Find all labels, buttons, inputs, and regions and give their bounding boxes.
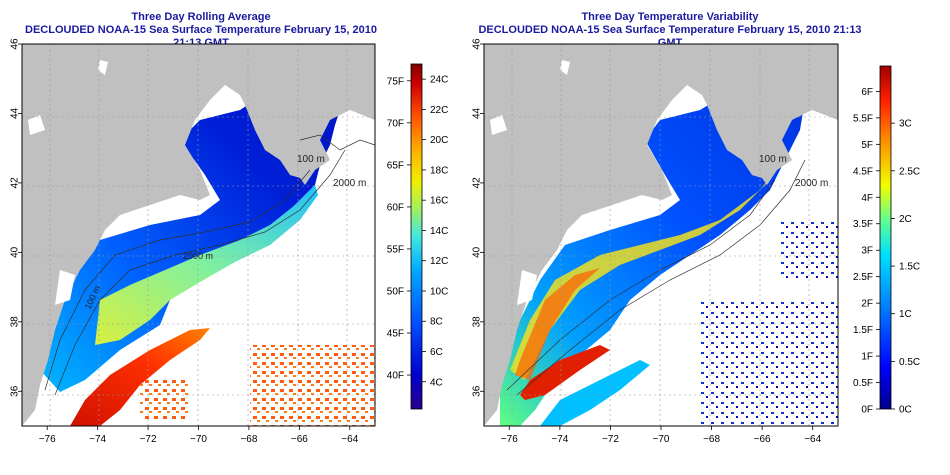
title-line-1: Three Day Rolling Average — [131, 11, 271, 23]
sst-average-map: 100 m 2000 m 2000 m 100 m — [22, 44, 375, 426]
colorbar-fahrenheit-label: 0F — [861, 405, 873, 416]
lat-tick-label: 38 — [472, 316, 483, 328]
lon-tick-label: −76 — [501, 434, 518, 445]
colorbar-celsius-label: 2C — [899, 214, 912, 225]
lon-tick-label: −68 — [703, 434, 720, 445]
lon-tick-label: −74 — [89, 434, 106, 445]
colorbar-celsius-label: 16C — [430, 196, 448, 207]
colorbar-fahrenheit-label: 4F — [861, 193, 873, 204]
colorbar-celsius-label: 1C — [899, 309, 912, 320]
colorbar-fahrenheit-label: 5F — [861, 140, 873, 151]
colorbar-fahrenheit-label: 1.5F — [853, 325, 873, 336]
lon-tick-label: −76 — [39, 434, 56, 445]
lon-tick-label: −66 — [754, 434, 771, 445]
colorbar-celsius-label: 0.5C — [899, 357, 920, 368]
colorbar-celsius-label: 3C — [899, 119, 912, 130]
colorbar-fahrenheit-label: 40F — [387, 371, 404, 382]
colorbar-fahrenheit-label: 70F — [387, 118, 404, 129]
land-mass — [484, 44, 838, 426]
lat-tick-label: 38 — [10, 316, 21, 328]
map-title-right: Three Day Temperature Variability DECLOU… — [470, 11, 870, 50]
colorbar-celsius-label: 4C — [430, 377, 443, 388]
lat-tick-label: 46 — [472, 38, 483, 50]
colorbar-celsius-label: 20C — [430, 135, 448, 146]
lat-tick-label: 42 — [10, 177, 21, 189]
lon-tick-label: −64 — [804, 434, 821, 445]
contour-label: 2000 m — [333, 178, 366, 189]
axes-right: −76 −74 −72 −70 −68 −66 −64 36 38 40 42 44 46 — [472, 38, 822, 445]
lat-tick-label: 40 — [10, 246, 21, 258]
lat-tick-label: 36 — [472, 385, 483, 397]
colorbar-celsius-label: 12C — [430, 256, 448, 267]
colorbar-fahrenheit-label: 1F — [861, 352, 873, 363]
colorbar-celsius-label: 8C — [430, 317, 443, 328]
contour-label: 2000 m — [795, 178, 828, 189]
colorbar-fahrenheit-label: 6F — [861, 87, 873, 98]
colorbar-sst — [410, 63, 423, 410]
colorbar-celsius-label: 18C — [430, 165, 448, 176]
colorbar-fahrenheit-label: 50F — [387, 286, 404, 297]
axes-left: −76 −74 −72 −70 −68 −66 −64 36 38 40 42 44 46 — [10, 38, 359, 445]
colorbar-fahrenheit-label: 3.5F — [853, 219, 873, 230]
lat-tick-label: 44 — [10, 107, 21, 119]
graticule — [484, 44, 838, 426]
depth-contour — [54, 149, 346, 396]
colorbar-fahrenheit-label: 60F — [387, 202, 404, 213]
colorbar-fahrenheit-label: 55F — [387, 244, 404, 255]
colorbar-fahrenheit-label: 2.5F — [853, 272, 873, 283]
colorbar-celsius-label: 1.5C — [899, 262, 920, 273]
depth-contour — [516, 159, 806, 396]
lat-tick-label: 46 — [10, 38, 21, 50]
colorbar-celsius-label: 6C — [430, 347, 443, 358]
colorbar-fahrenheit-label: 0.5F — [853, 378, 873, 389]
colorbar-fahrenheit-label: 4.5F — [853, 166, 873, 177]
colorbar-fahrenheit-label: 5.5F — [853, 113, 873, 124]
colorbar-celsius-label: 0C — [899, 405, 912, 416]
lat-tick-label: 36 — [10, 385, 21, 397]
land-mass — [22, 44, 375, 426]
sst-field-shelf — [95, 185, 318, 345]
lon-tick-label: −74 — [551, 434, 568, 445]
lon-tick-label: −72 — [602, 434, 619, 445]
colorbar-fahrenheit-label: 3F — [861, 246, 873, 257]
contour-label: 100 m — [759, 154, 787, 165]
colorbar-celsius-label: 10C — [430, 286, 448, 297]
lat-tick-label: 44 — [472, 107, 483, 119]
sst-field-gulfstream — [70, 328, 210, 426]
colorbar-celsius-label: 22C — [430, 105, 448, 116]
colorbar-celsius-label: 2.5C — [899, 166, 920, 177]
colorbar-variability — [879, 65, 892, 410]
lon-tick-label: −70 — [653, 434, 670, 445]
lon-tick-label: −72 — [140, 434, 157, 445]
sst-variability-map: 100 m 2000 m — [484, 44, 838, 426]
contour-label: 2000 m — [183, 251, 213, 261]
colorbar-fahrenheit-label: 65F — [387, 160, 404, 171]
colorbar-variability-labels: 3C 2.5C 2C 1.5C 1C 0.5C 0C 6F 5.5F 5F 4.5F 4F 3.5F 3F… — [853, 87, 920, 416]
depth-contour — [44, 169, 311, 391]
colorbar-sst-labels: 24C 22C 20C 18C 16C 14C 12C 10C 8C 6C 4C 75F 70F 65F 6… — [387, 75, 449, 389]
title-line-1: Three Day Temperature Variability — [581, 11, 759, 23]
lat-tick-label: 40 — [472, 246, 483, 258]
lat-tick-label: 42 — [472, 177, 483, 189]
lon-tick-label: −66 — [291, 434, 308, 445]
colorbar-celsius-label: 24C — [430, 75, 448, 86]
colorbar-fahrenheit-label: 45F — [387, 329, 404, 340]
graticule — [22, 44, 375, 426]
sst-warm-patches — [250, 345, 375, 426]
colorbar-fahrenheit-label: 2F — [861, 299, 873, 310]
colorbar-celsius-label: 14C — [430, 226, 448, 237]
variability-patches — [700, 300, 838, 426]
variability-field — [500, 80, 805, 426]
contour-label: 100 m — [297, 154, 325, 165]
colorbar-fahrenheit-label: 75F — [387, 76, 404, 87]
lon-tick-label: −68 — [240, 434, 257, 445]
lon-tick-label: −70 — [190, 434, 207, 445]
lon-tick-label: −64 — [341, 434, 358, 445]
